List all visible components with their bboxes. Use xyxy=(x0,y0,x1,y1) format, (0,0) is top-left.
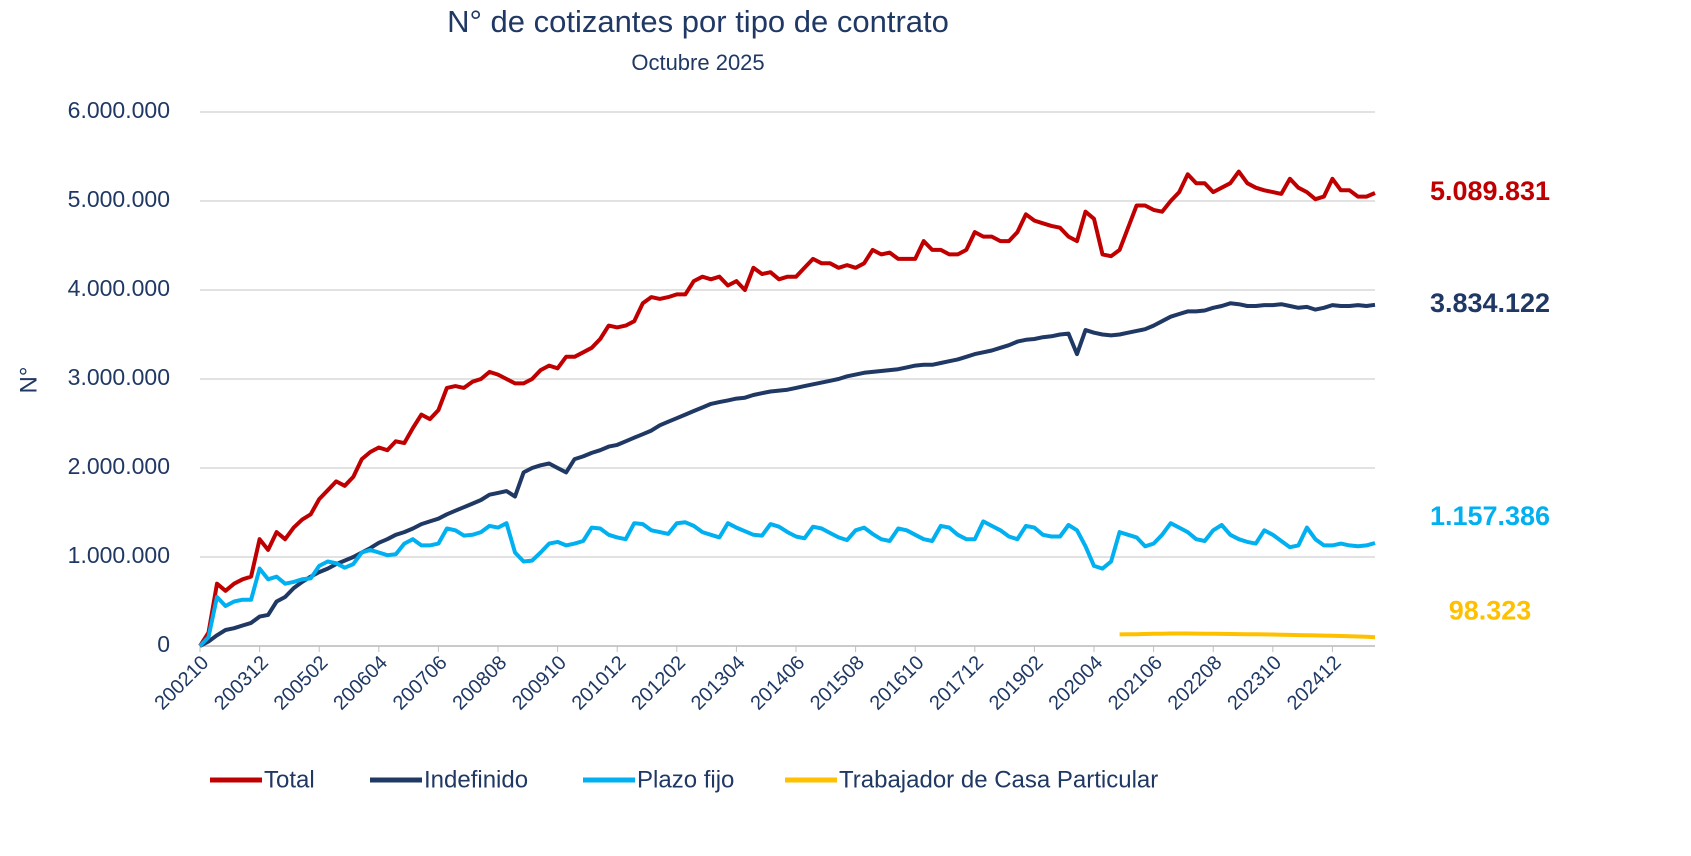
x-tick-label: 201712 xyxy=(925,652,988,715)
x-tick-label: 201610 xyxy=(866,652,929,715)
x-tick-label: 200210 xyxy=(151,652,214,715)
end-value-label: 98.323 xyxy=(1449,595,1532,625)
y-tick-label: 0 xyxy=(157,631,170,657)
x-tick-label: 200808 xyxy=(449,652,512,715)
x-tick-label: 200312 xyxy=(210,652,273,715)
legend-label: Indefinido xyxy=(424,766,528,793)
series-line xyxy=(198,169,1376,648)
x-tick-label: 200910 xyxy=(508,652,571,715)
y-tick-label: 1.000.000 xyxy=(68,542,170,568)
x-tick-label: 200604 xyxy=(329,652,392,715)
x-tick-label: 200706 xyxy=(389,652,452,715)
x-tick-label: 200502 xyxy=(270,652,333,715)
y-tick-label: 6.000.000 xyxy=(68,97,170,123)
end-value-label: 3.834.122 xyxy=(1430,288,1550,318)
x-tick-label: 201012 xyxy=(568,652,631,715)
end-value-label: 1.157.386 xyxy=(1430,501,1550,531)
x-tick-label: 201902 xyxy=(985,652,1048,715)
y-axis-label: N° xyxy=(15,367,42,394)
x-tick-label: 202412 xyxy=(1283,652,1346,715)
y-tick-label: 2.000.000 xyxy=(68,453,170,479)
y-tick-label: 5.000.000 xyxy=(68,186,170,212)
x-tick-label: 201508 xyxy=(806,652,869,715)
chart-title: N° de cotizantes por tipo de contrato xyxy=(447,4,949,39)
x-tick-label: 202310 xyxy=(1223,652,1286,715)
x-tick-label: 201304 xyxy=(687,652,750,715)
y-tick-label: 3.000.000 xyxy=(68,364,170,390)
legend-label: Trabajador de Casa Particular xyxy=(839,766,1158,793)
chart-subtitle: Octubre 2025 xyxy=(631,50,764,75)
x-tick-label: 201406 xyxy=(747,652,810,715)
series-line xyxy=(198,519,1376,648)
x-tick-label: 202004 xyxy=(1045,652,1108,715)
end-value-label: 5.089.831 xyxy=(1430,176,1550,206)
series-line xyxy=(199,301,1376,648)
legend-label: Plazo fijo xyxy=(637,766,734,793)
series-line xyxy=(1119,631,1376,640)
legend-label: Total xyxy=(264,766,315,793)
x-tick-label: 202208 xyxy=(1164,652,1227,715)
x-tick-label: 202106 xyxy=(1104,652,1167,715)
y-tick-label: 4.000.000 xyxy=(68,275,170,301)
x-tick-label: 201202 xyxy=(627,652,690,715)
